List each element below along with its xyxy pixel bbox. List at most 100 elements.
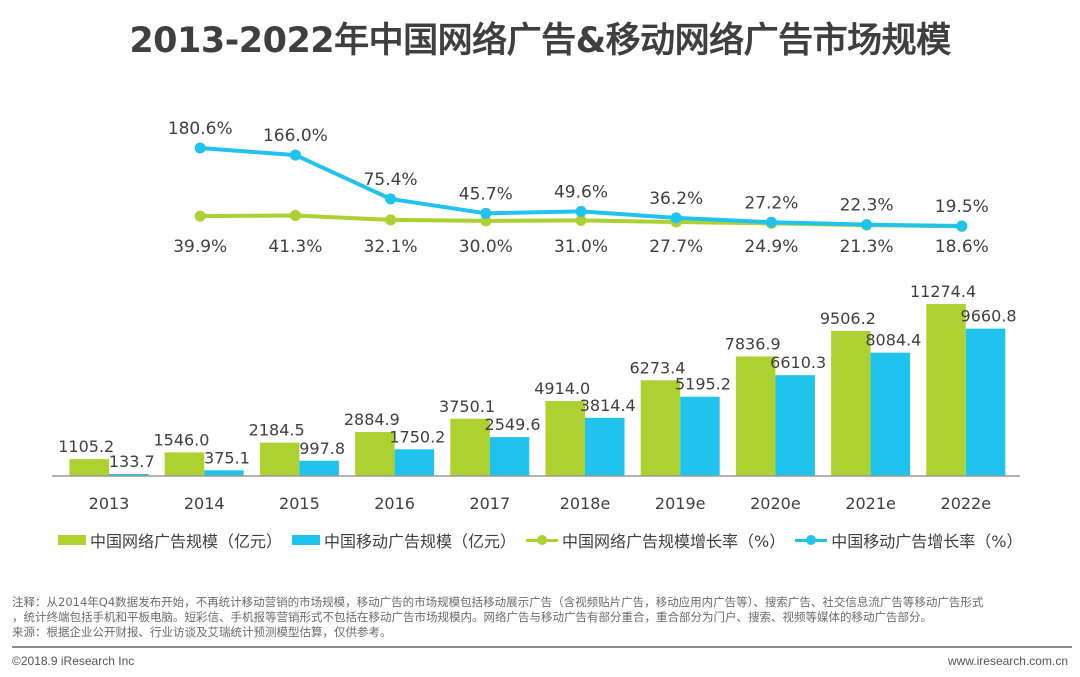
bar-online-ad <box>640 380 681 476</box>
footer-divider <box>12 646 1072 648</box>
x-tick-label: 2017 <box>469 494 510 513</box>
point-mobile-ad-growth <box>956 220 968 232</box>
legend-swatch-green-bar <box>58 535 86 545</box>
bar-online-ad <box>259 442 300 476</box>
legend-item-mobile-ad-size: 中国移动广告规模（亿元） <box>292 528 516 552</box>
bar-value-label: 375.1 <box>204 448 250 467</box>
line-labels-layer: 39.9% 41.3% 32.1% 30.0% 31.0% 27.7% 24.9% 21.3%… <box>168 119 989 257</box>
line-value-label: 31.0% <box>554 237 608 257</box>
bar-mobile-ad <box>204 470 244 476</box>
bar-value-label: 9660.8 <box>961 307 1017 326</box>
line-value-label: 27.7% <box>649 237 703 257</box>
x-tick-label: 2015 <box>279 494 320 513</box>
point-online-ad-growth <box>289 209 301 221</box>
line-value-label: 27.2% <box>744 193 798 213</box>
bar-value-label: 2884.9 <box>344 410 400 429</box>
legend-swatch-blue-line <box>795 534 828 546</box>
chart-title: 2013-2022年中国网络广告&移动网络广告市场规模 <box>129 21 951 61</box>
point-mobile-ad-growth <box>385 193 397 205</box>
legend-label: 中国移动广告规模（亿元） <box>324 532 517 551</box>
line-value-label: 180.6% <box>168 119 233 139</box>
bar-online-ad <box>545 401 585 476</box>
x-tick-label: 2013 <box>89 494 130 513</box>
line-value-label: 21.3% <box>840 237 894 257</box>
x-tick-label: 2022e <box>941 494 992 513</box>
point-mobile-ad-growth <box>289 149 301 161</box>
bar-value-label: 7836.9 <box>725 334 781 353</box>
bar-value-label: 2184.5 <box>249 421 305 440</box>
point-online-ad-growth <box>575 214 587 226</box>
bar-mobile-ad <box>680 396 720 476</box>
website-link[interactable]: www.iresearch.com.cn <box>947 654 1068 668</box>
point-mobile-ad-growth <box>480 207 492 219</box>
x-tick-labels: 2013 2014 2015 2016 2017 2018e 2019e 2020e 2021e… <box>89 494 991 513</box>
line-value-label: 18.6% <box>935 237 989 257</box>
bar-online-ad <box>831 330 871 476</box>
bar-value-label: 1105.2 <box>58 437 114 456</box>
line-value-label: 45.7% <box>459 184 513 204</box>
bar-value-label: 8084.4 <box>865 331 921 350</box>
line-value-label: 22.3% <box>840 196 894 216</box>
combo-chart: 1105.2133.71546.0375.12184.5997.82884.91… <box>52 119 1020 513</box>
legend-item-online-ad-growth: 中国网络广告规模增长率（%） <box>526 528 785 552</box>
bar-online-ad <box>69 459 109 476</box>
x-tick-label: 2019e <box>655 494 706 513</box>
x-tick-label: 2016 <box>374 494 415 513</box>
bar-value-label: 3814.4 <box>580 396 636 415</box>
x-tick-label: 2014 <box>184 494 225 513</box>
bar-mobile-ad <box>109 473 149 476</box>
x-tick-label: 2018e <box>560 494 611 513</box>
copyright: ©2018.9 iResearch Inc <box>12 654 135 668</box>
x-tick-label: 2020e <box>750 494 801 513</box>
line-value-label: 36.2% <box>649 189 703 209</box>
x-tick-label: 2021e <box>845 494 896 513</box>
legend: 中国网络广告规模（亿元） 中国移动广告规模（亿元） 中国网络广告规模增长率（%）… <box>58 528 1032 552</box>
bar-value-label: 4914.0 <box>534 379 590 398</box>
bars-layer <box>69 304 1006 476</box>
bar-value-label: 3750.1 <box>439 397 495 416</box>
bar-labels-layer: 1105.2133.71546.0375.12184.5997.82884.91… <box>58 282 1016 471</box>
point-online-ad-growth <box>385 214 397 226</box>
bar-online-ad <box>355 431 395 476</box>
bar-value-label: 1546.0 <box>153 430 209 449</box>
legend-item-mobile-ad-growth: 中国移动广告增长率（%） <box>795 528 1022 552</box>
source-line: 来源：根据企业公开财报、行业访谈及艾瑞统计预测模型估算，仅供参考。 <box>12 625 392 639</box>
bar-value-label: 6273.4 <box>629 358 685 377</box>
lines-layer <box>194 142 968 232</box>
notes: 注释：从2014年Q4数据发布开始，不再统计移动营销的市场规模，移动广告的市场规… <box>12 595 1072 640</box>
bar-online-ad <box>450 418 490 476</box>
line-value-label: 30.0% <box>459 237 513 257</box>
bar-mobile-ad <box>299 460 339 476</box>
line-value-label: 49.6% <box>554 182 608 202</box>
point-online-ad-growth <box>480 215 492 227</box>
bar-mobile-ad <box>870 352 911 476</box>
point-mobile-ad-growth <box>670 212 682 224</box>
bar-mobile-ad <box>489 437 530 476</box>
bar-value-label: 2549.6 <box>485 415 541 434</box>
bar-mobile-ad <box>585 417 625 476</box>
line-value-label: 166.0% <box>263 126 328 146</box>
bar-mobile-ad <box>394 449 435 476</box>
bar-online-ad <box>164 452 205 476</box>
bar-mobile-ad <box>965 328 1006 476</box>
legend-item-online-ad-size: 中国网络广告规模（亿元） <box>58 528 282 552</box>
point-mobile-ad-growth <box>765 216 777 228</box>
bar-online-ad <box>735 356 776 476</box>
point-mobile-ad-growth <box>861 219 873 231</box>
bar-online-ad <box>926 304 966 476</box>
legend-label: 中国网络广告规模增长率（%） <box>562 532 786 551</box>
line-value-label: 19.5% <box>935 197 989 217</box>
bar-value-label: 5195.2 <box>675 375 731 394</box>
bar-value-label: 1750.2 <box>389 427 445 446</box>
line-value-label: 39.9% <box>173 237 227 257</box>
legend-label: 中国网络广告规模（亿元） <box>90 532 283 551</box>
bar-value-label: 11274.4 <box>910 282 976 301</box>
bar-mobile-ad <box>775 375 815 476</box>
line-value-label: 24.9% <box>744 237 798 257</box>
bar-value-label: 6610.3 <box>770 353 826 372</box>
legend-swatch-green-line <box>526 534 559 546</box>
legend-swatch-blue-bar <box>292 535 321 545</box>
bar-value-label: 9506.2 <box>820 309 876 328</box>
point-mobile-ad-growth <box>575 205 587 217</box>
point-mobile-ad-growth <box>194 142 206 154</box>
